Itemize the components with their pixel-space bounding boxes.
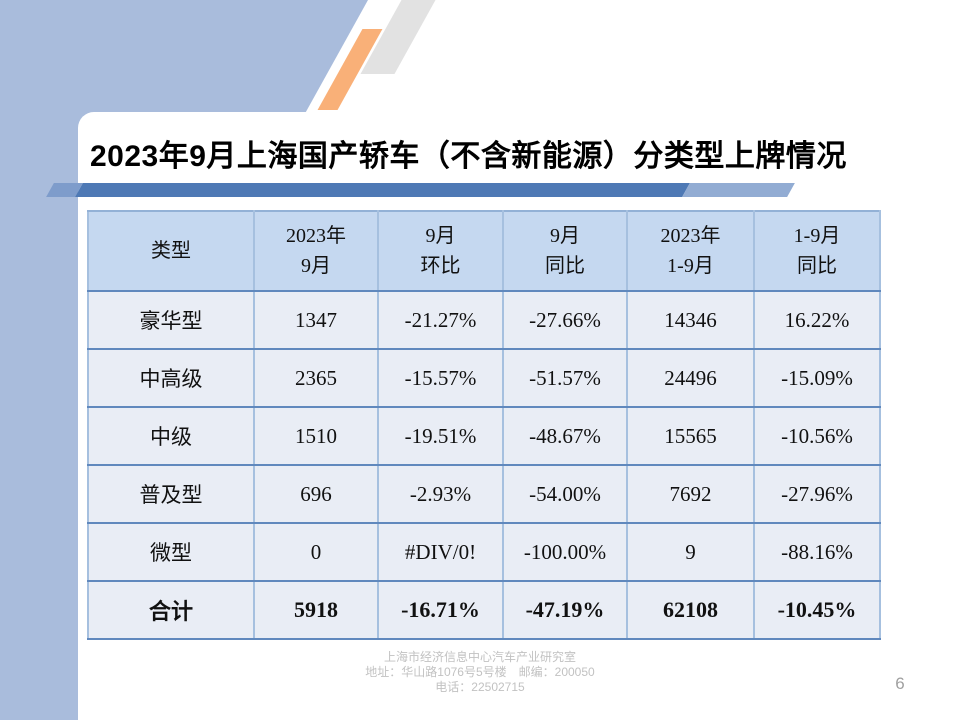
cell-value: 1510 xyxy=(253,406,379,466)
row-label: 微型 xyxy=(87,522,255,582)
footer: 上海市经济信息中心汽车产业研究室 地址：华山路1076号5号楼 邮编：20005… xyxy=(0,650,960,695)
cell-value: -21.27% xyxy=(377,290,504,350)
cell-value: -15.09% xyxy=(753,348,881,408)
cell-value: -15.57% xyxy=(377,348,504,408)
cell-value: -16.71% xyxy=(377,580,504,640)
cell-value: 1347 xyxy=(253,290,379,350)
cell-value: 9 xyxy=(626,522,755,582)
cell-value: -47.19% xyxy=(502,580,628,640)
table-row-mid: 中级 1510 -19.51% -48.67% 15565 -10.56% xyxy=(87,406,881,466)
cell-value: 0 xyxy=(253,522,379,582)
cell-value: -54.00% xyxy=(502,464,628,524)
column-header-type: 类型 xyxy=(87,210,255,292)
cell-value: -51.57% xyxy=(502,348,628,408)
cell-value: 24496 xyxy=(626,348,755,408)
table-row-upper-mid: 中高级 2365 -15.57% -51.57% 24496 -15.09% xyxy=(87,348,881,408)
table-row-luxury: 豪华型 1347 -21.27% -27.66% 14346 16.22% xyxy=(87,290,881,350)
cell-value: -19.51% xyxy=(377,406,504,466)
row-label: 豪华型 xyxy=(87,290,255,350)
column-header-2023-jan-sep: 2023年 1-9月 xyxy=(626,210,755,292)
cell-value: 14346 xyxy=(626,290,755,350)
slide-title: 2023年9月上海国产轿车（不含新能源）分类型上牌情况 xyxy=(90,140,847,173)
cell-value: 5918 xyxy=(253,580,379,640)
cell-value: 15565 xyxy=(626,406,755,466)
cell-value: -10.45% xyxy=(753,580,881,640)
row-label: 中级 xyxy=(87,406,255,466)
footer-address-line: 地址：华山路1076号5号楼 邮编：200050 xyxy=(365,665,595,679)
divider-bar-right-segment xyxy=(682,183,795,197)
cell-value: -2.93% xyxy=(377,464,504,524)
cell-value: -27.66% xyxy=(502,290,628,350)
row-label: 中高级 xyxy=(87,348,255,408)
column-header-jan-sep-yoy: 1-9月 同比 xyxy=(753,210,881,292)
column-header-sep-yoy: 9月 同比 xyxy=(502,210,628,292)
cell-value: -88.16% xyxy=(753,522,881,582)
footer-phone-line: 电话：22502715 xyxy=(435,680,525,694)
cell-value: #DIV/0! xyxy=(377,522,504,582)
footer-org-line: 上海市经济信息中心汽车产业研究室 xyxy=(383,650,576,664)
cell-value: -27.96% xyxy=(753,464,881,524)
registration-data-table: 类型 2023年 9月 9月 环比 9月 同比 2023年 1-9月 xyxy=(87,210,881,640)
cell-value: 16.22% xyxy=(753,290,881,350)
table-row-micro: 微型 0 #DIV/0! -100.00% 9 -88.16% xyxy=(87,522,881,582)
row-label: 普及型 xyxy=(87,464,255,524)
table-row-popular: 普及型 696 -2.93% -54.00% 7692 -27.96% xyxy=(87,464,881,524)
table-row-total: 合计 5918 -16.71% -47.19% 62108 -10.45% xyxy=(87,580,881,640)
cell-value: 696 xyxy=(253,464,379,524)
divider-bar-main xyxy=(75,183,690,197)
cell-value: 62108 xyxy=(626,580,755,640)
page-number: 6 xyxy=(895,674,905,693)
column-header-2023-sep: 2023年 9月 xyxy=(253,210,379,292)
cell-value: -100.00% xyxy=(502,522,628,582)
table-header-row: 类型 2023年 9月 9月 环比 9月 同比 2023年 1-9月 xyxy=(87,210,881,292)
cell-value: 7692 xyxy=(626,464,755,524)
row-label: 合计 xyxy=(87,580,255,640)
column-header-sep-mom: 9月 环比 xyxy=(377,210,504,292)
cell-value: 2365 xyxy=(253,348,379,408)
background-top-left-shape xyxy=(0,0,368,130)
cell-value: -10.56% xyxy=(753,406,881,466)
cell-value: -48.67% xyxy=(502,406,628,466)
